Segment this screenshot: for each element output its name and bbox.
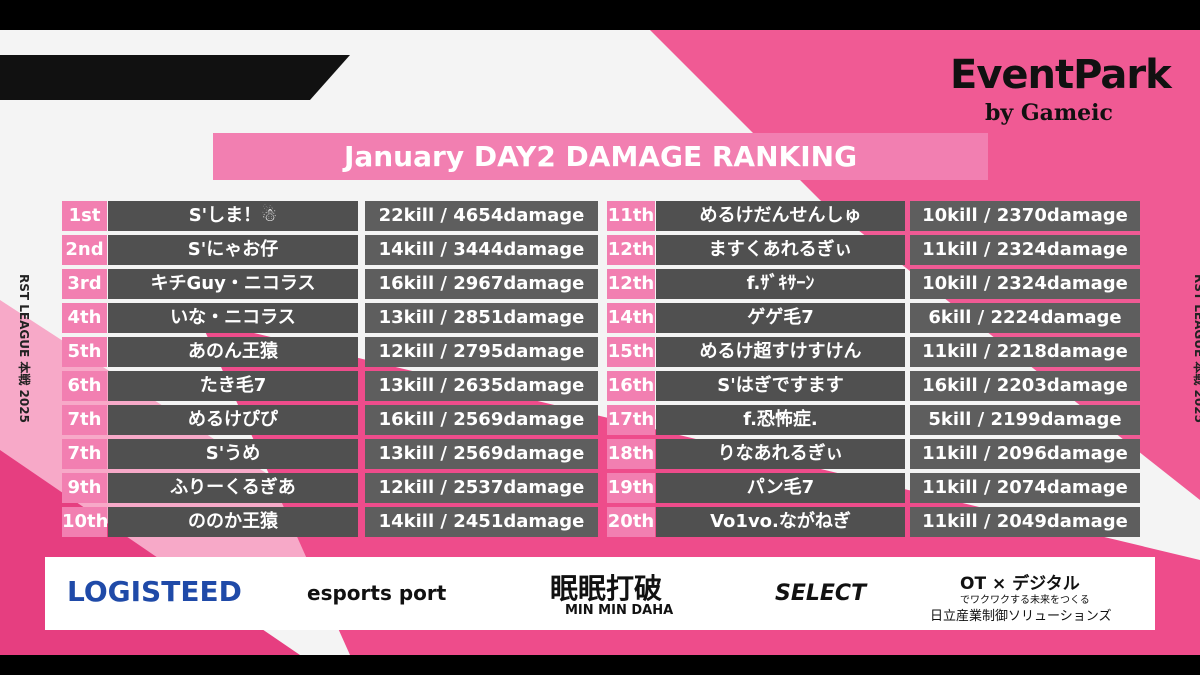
ranking-name: f.恐怖症. bbox=[656, 405, 905, 435]
ranking-name: あのん王猿 bbox=[108, 337, 358, 367]
ranking-name: いな・ニコラス bbox=[108, 303, 358, 333]
ranking-result: 13kill / 2851damage bbox=[365, 303, 598, 333]
sponsor: MIN MIN DAHA bbox=[565, 603, 674, 618]
ranking-name: めるけだんせんしゅ bbox=[656, 201, 905, 231]
sponsor: LOGISTEED bbox=[67, 575, 242, 608]
ranking-name: パン毛7 bbox=[656, 473, 905, 503]
ranking-result: 10kill / 2324damage bbox=[910, 269, 1140, 299]
ranking-name: S'うめ bbox=[108, 439, 358, 469]
ranking-name: めるけぴぴ bbox=[108, 405, 358, 435]
ranking-rank: 18th bbox=[607, 439, 655, 469]
ranking-rank: 5th bbox=[62, 337, 107, 367]
ranking-rank: 1st bbox=[62, 201, 107, 231]
ranking-result: 13kill / 2635damage bbox=[365, 371, 598, 401]
ranking-result: 14kill / 2451damage bbox=[365, 507, 598, 537]
brand-by: by Gameic bbox=[985, 100, 1113, 126]
sponsor: 日立産業制御ソリューションズ bbox=[930, 609, 1112, 624]
ranking-name: ゲゲ毛7 bbox=[656, 303, 905, 333]
ranking-result: 12kill / 2795damage bbox=[365, 337, 598, 367]
ranking-result: 16kill / 2203damage bbox=[910, 371, 1140, 401]
ranking-rank: 6th bbox=[62, 371, 107, 401]
ranking-result: 22kill / 4654damage bbox=[365, 201, 598, 231]
ranking-rank: 7th bbox=[62, 439, 107, 469]
ranking-name: たき毛7 bbox=[108, 371, 358, 401]
ranking-name: Vo1vo.ながねぎ bbox=[656, 507, 905, 537]
ranking-name: S'にゃお仔 bbox=[108, 235, 358, 265]
sponsor: 眠眠打破 bbox=[550, 572, 663, 605]
ranking-result: 16kill / 2967damage bbox=[365, 269, 598, 299]
ranking-rank: 16th bbox=[607, 371, 655, 401]
ranking-name: ふりーくるぎあ bbox=[108, 473, 358, 503]
ranking-rank: 4th bbox=[62, 303, 107, 333]
ranking-name: ますくあれるぎぃ bbox=[656, 235, 905, 265]
sponsor: SELECT bbox=[775, 581, 867, 606]
ranking-result: 13kill / 2569damage bbox=[365, 439, 598, 469]
ranking-name: ののか王猿 bbox=[108, 507, 358, 537]
title: January DAY2 DAMAGE RANKING bbox=[213, 133, 988, 180]
sponsor: でワクワクする未来をつくる bbox=[960, 595, 1090, 606]
ranking-result: 11kill / 2049damage bbox=[910, 507, 1140, 537]
ranking-rank: 14th bbox=[607, 303, 655, 333]
ranking-rank: 7th bbox=[62, 405, 107, 435]
ranking-rank: 2nd bbox=[62, 235, 107, 265]
ranking-rank: 10th bbox=[62, 507, 107, 537]
ranking-rank: 12th bbox=[607, 269, 655, 299]
ranking-name: S'しま！☃ bbox=[108, 201, 358, 231]
side-label: RST LEAGUE 本戦 2025 bbox=[16, 274, 31, 423]
ranking-result: 16kill / 2569damage bbox=[365, 405, 598, 435]
sponsor: esports port bbox=[307, 581, 447, 605]
ranking-result: 12kill / 2537damage bbox=[365, 473, 598, 503]
ranking-rank: 17th bbox=[607, 405, 655, 435]
ranking-result: 11kill / 2074damage bbox=[910, 473, 1140, 503]
brand-name: EventPark bbox=[950, 52, 1172, 98]
ranking-rank: 15th bbox=[607, 337, 655, 367]
ranking-result: 5kill / 2199damage bbox=[910, 405, 1140, 435]
ranking-result: 10kill / 2370damage bbox=[910, 201, 1140, 231]
ranking-rank: 9th bbox=[62, 473, 107, 503]
ranking-rank: 3rd bbox=[62, 269, 107, 299]
ranking-result: 6kill / 2224damage bbox=[910, 303, 1140, 333]
ranking-result: 11kill / 2218damage bbox=[910, 337, 1140, 367]
side-label: RST LEAGUE 本戦 2025 bbox=[1191, 274, 1200, 423]
ranking-result: 14kill / 3444damage bbox=[365, 235, 598, 265]
ranking-name: めるけ超すけすけん bbox=[656, 337, 905, 367]
ranking-name: f.ｻﾞｷｻｰﾝ bbox=[656, 269, 905, 299]
ranking-result: 11kill / 2324damage bbox=[910, 235, 1140, 265]
sponsor-box: LOGISTEED esports port 眠眠打破 MIN MIN DAHA… bbox=[45, 557, 1155, 630]
ranking-rank: 20th bbox=[607, 507, 655, 537]
ranking-name: りなあれるぎぃ bbox=[656, 439, 905, 469]
ranking-result: 11kill / 2096damage bbox=[910, 439, 1140, 469]
ranking-name: S'はぎですます bbox=[656, 371, 905, 401]
ranking-rank: 19th bbox=[607, 473, 655, 503]
ranking-rank: 11th bbox=[607, 201, 655, 231]
ranking-name: キチGuy・ニコラス bbox=[108, 269, 358, 299]
ranking-rank: 12th bbox=[607, 235, 655, 265]
sponsor: OT × デジタル bbox=[960, 574, 1080, 594]
